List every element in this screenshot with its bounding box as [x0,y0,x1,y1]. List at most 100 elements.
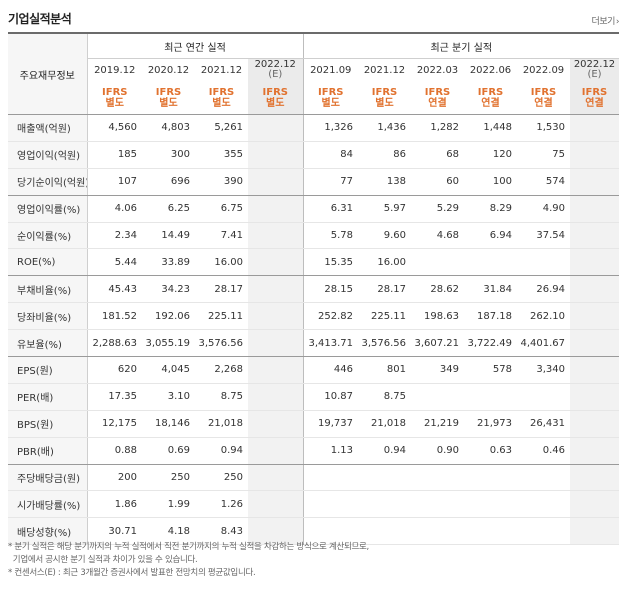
table-cell [411,490,464,519]
table-cell [411,248,464,277]
table-cell: 21,219 [411,410,464,438]
row-label: 배당성향(%) [8,517,88,546]
table-cell: 300 [142,141,195,169]
table-cell [248,437,304,465]
more-link[interactable]: 더보기› [592,14,620,27]
table-cell: 21,018 [195,410,248,438]
table-cell: 4,401.67 [517,329,570,358]
table-row: 유보율(%) 2,288.63 3,055.19 3,576.56 3,413.71 3,… [8,329,619,358]
ifrs-label: IFRS [530,86,557,98]
table-cell: 12,175 [87,410,142,438]
basis-label: 연결 [585,97,604,109]
table-cell: 0.88 [87,437,142,465]
table-cell: 6.25 [142,195,195,223]
row-label: 영업이익(억원) [8,141,88,169]
period-header-2: 2021.12 [195,59,248,82]
table-cell: 14.49 [142,222,195,250]
table-cell: 1.26 [195,490,248,519]
ifrs-label: IFRS [155,86,182,98]
table-cell [570,490,619,519]
table-cell: 4,045 [142,356,195,384]
ifrs-label: IFRS [318,86,344,98]
group-header-row: 주요재무정보 최근 연간 실적 최근 분기 실적 [8,34,619,115]
table-cell [570,302,619,331]
table-cell: 3,055.19 [142,329,195,358]
basis-label: 별도 [212,97,231,109]
table-cell: 0.46 [517,437,570,465]
table-row: 배당성향(%) 30.71 4.18 8.43 [8,517,619,546]
table-cell [248,410,304,438]
table-cell [303,490,358,519]
table-cell: 2.34 [87,222,142,250]
table-cell: 5.29 [411,195,464,223]
row-label: BPS(원) [8,410,88,438]
footnote-line: 기업에서 공시한 분기 실적과 차이가 있을 수 있습니다. [8,555,198,565]
table-cell: 349 [411,356,464,384]
table-row: 영업이익률(%) 4.06 6.25 6.75 6.31 5.97 5.29 8.29 4.90 [8,195,619,223]
table-cell: 198.63 [411,302,464,331]
quarter-group-header: 최근 분기 실적 [303,34,619,59]
table-cell: 37.54 [517,222,570,250]
table-cell [570,410,619,438]
table-row: 주당배당금(원) 200 250 250 [8,464,619,492]
period-header-7: 2022.06 [464,59,517,82]
table-cell: 100 [464,168,517,196]
basis-label: 연결 [428,97,447,109]
basis-header-5: IFRS 별도 [358,81,411,115]
row-label: 영업이익률(%) [8,195,88,223]
period-header-9: 2022.12 (E) [570,58,619,81]
table-cell [517,248,570,277]
table-cell: 1.13 [303,437,358,465]
table-cell: 0.94 [195,437,248,465]
ifrs-label: IFRS [424,86,451,98]
table-cell [248,464,304,492]
table-cell: 6.75 [195,195,248,223]
table-cell [517,383,570,411]
table-body: 매출액(억원) 4,560 4,803 5,261 1,326 1,436 1,282 1,4… [8,114,619,546]
table-cell: 28.17 [195,275,248,304]
period-label: 2019.12 [94,64,136,76]
period-header-8: 2022.09 [517,59,570,82]
table-cell: 2,268 [195,356,248,384]
row-label: ROE(%) [8,248,88,277]
table-cell [517,517,570,546]
table-cell: 4.68 [411,222,464,250]
table-cell: 9.60 [358,222,411,250]
row-label: 매출액(억원) [8,114,88,142]
footnote-line: * 분기 실적은 해당 분기까지의 누적 실적에서 직전 분기까지의 누적 실적… [8,542,369,552]
table-cell: 0.63 [464,437,517,465]
row-label: EPS(원) [8,356,88,384]
table-cell: 5.97 [358,195,411,223]
table-cell: 34.23 [142,275,195,304]
table-cell [517,464,570,492]
table-row: 부채비율(%) 45.43 34.23 28.17 28.15 28.17 28.62 31.… [8,275,619,304]
financial-table: 주요재무정보 최근 연간 실적 최근 분기 실적 2019.12 2020.12 2… [8,32,619,546]
table-row: PER(배) 17.35 3.10 8.75 10.87 8.75 [8,383,619,411]
table-cell: 45.43 [87,275,142,304]
table-cell: 801 [358,356,411,384]
table-cell [248,302,304,331]
table-cell: 60 [411,168,464,196]
table-cell: 28.17 [358,275,411,304]
basis-label: 연결 [481,97,500,109]
basis-header-6: IFRS 연결 [411,81,464,115]
basis-header-row: IFRS 별도 IFRS 별도 IFRS 별도 IFRS 별도 IFRS 별도 IFRS 별도 IFRS… [8,81,619,115]
table-cell: 390 [195,168,248,196]
table-cell [248,329,304,358]
table-cell: 1,282 [411,114,464,142]
table-cell: 181.52 [87,302,142,331]
table-row: PBR(배) 0.88 0.69 0.94 1.13 0.94 0.90 0.63 0.46 [8,437,619,465]
table-cell: 3.10 [142,383,195,411]
row-label: 시가배당률(%) [8,490,88,519]
table-cell: 3,607.21 [411,329,464,358]
basis-header-8: IFRS 연결 [517,81,570,115]
period-header-1: 2020.12 [142,59,195,82]
table-cell [570,464,619,492]
ifrs-label: IFRS [477,86,504,98]
table-cell: 225.11 [358,302,411,331]
row-label-header: 주요재무정보 [8,34,88,115]
ifrs-label: IFRS [581,86,608,98]
table-cell: 1.86 [87,490,142,519]
table-cell [464,383,517,411]
